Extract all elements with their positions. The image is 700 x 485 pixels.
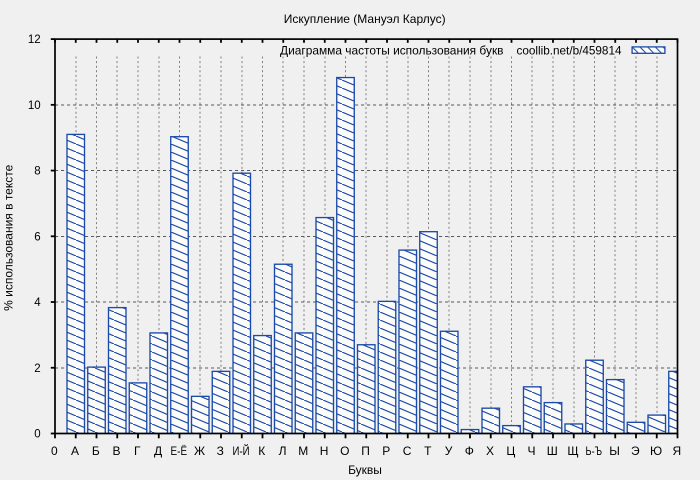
svg-text:Ш: Ш [547,444,558,458]
svg-text:0: 0 [34,429,40,441]
svg-text:О: О [340,444,349,458]
svg-text:Х: Х [486,444,494,458]
svg-text:Е-Ё: Е-Ё [171,444,188,458]
svg-text:Буквы: Буквы [348,463,382,477]
svg-text:Ю: Ю [650,444,662,458]
svg-text:Ц: Ц [506,444,515,458]
svg-text:2: 2 [34,363,40,375]
svg-text:coollib.net/b/459814: coollib.net/b/459814 [517,44,622,58]
svg-text:Я: Я [672,444,681,458]
svg-text:8: 8 [34,166,40,178]
svg-text:П: П [361,444,370,458]
svg-text:Б: Б [92,444,100,458]
svg-text:Ы: Ы [609,444,620,458]
svg-text:У: У [445,444,453,458]
svg-text:Г: Г [134,444,141,458]
svg-text:Р: Р [382,444,390,458]
svg-text:В: В [113,444,121,458]
svg-text:0: 0 [51,444,58,458]
svg-text:Ф: Ф [465,444,474,458]
svg-text:% использования в тексте: % использования в тексте [2,164,16,310]
svg-text:Л: Л [279,444,287,458]
svg-text:К: К [258,444,265,458]
svg-text:4: 4 [34,297,41,309]
svg-text:Т: Т [424,444,432,458]
svg-text:6: 6 [34,231,40,243]
svg-text:Искупление (Мануэл Карлус): Искупление (Мануэл Карлус) [284,12,446,26]
svg-text:М: М [298,444,308,458]
svg-text:Н: Н [320,444,329,458]
svg-text:С: С [403,444,412,458]
svg-text:Д: Д [154,444,162,458]
svg-text:Диаграмма частоты использовани: Диаграмма частоты использования букв [280,44,504,58]
svg-text:12: 12 [28,34,41,46]
svg-text:Ж: Ж [194,444,205,458]
svg-text:Ь-Ъ: Ь-Ъ [586,444,603,458]
svg-text:И-Й: И-Й [233,443,250,458]
svg-text:А: А [71,444,79,458]
svg-text:Ч: Ч [528,444,536,458]
svg-text:Щ: Щ [567,444,578,458]
svg-text:Э: Э [631,444,640,458]
svg-text:10: 10 [28,100,41,112]
svg-text:З: З [217,444,224,458]
